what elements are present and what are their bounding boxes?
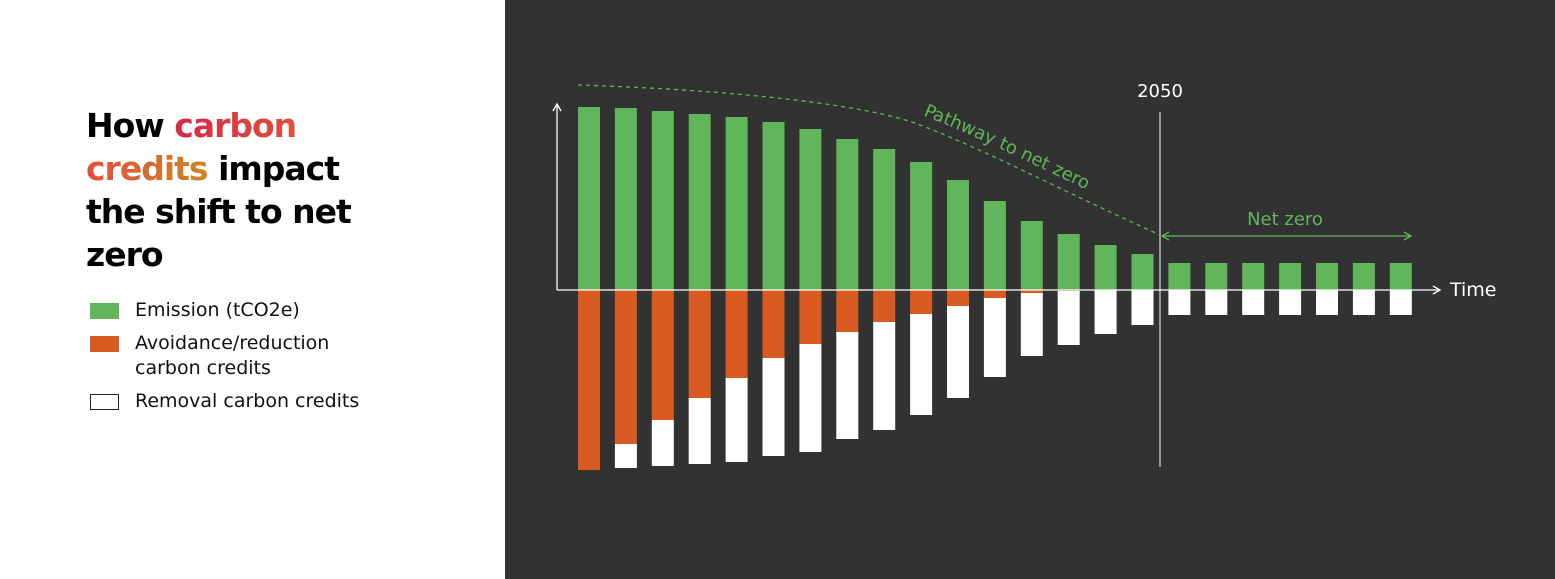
legend-swatch-emission [90, 303, 119, 319]
bar-removal [1094, 290, 1117, 334]
bar-emission [1094, 245, 1117, 290]
title-highlight: carbon credits [86, 106, 297, 188]
bar-avoidance [725, 290, 748, 378]
legend-item-avoidance: Avoidance/reduction carbon credits [90, 331, 375, 381]
bar-emission [799, 129, 822, 290]
legend-label-removal: Removal carbon credits [135, 390, 360, 412]
bar-avoidance [651, 290, 674, 420]
bar-emission [1057, 234, 1080, 290]
page-title: How carbon credits impact the shift to n… [86, 104, 386, 276]
bar-removal [614, 444, 637, 468]
legend-label-emission: Emission (tCO2e) [135, 299, 300, 321]
legend-swatch-avoidance [90, 336, 119, 352]
bar-removal [1131, 290, 1154, 325]
bar-removal [799, 344, 822, 452]
bar-emission [873, 149, 896, 290]
bar-removal [1020, 293, 1043, 356]
bar-emission [1389, 263, 1412, 290]
bar-removal [1242, 290, 1265, 315]
bars [578, 107, 1412, 470]
bar-avoidance [578, 290, 600, 470]
bar-removal [1389, 290, 1412, 315]
bar-emission [1020, 221, 1043, 290]
chart-panel: Time 2050 Pathway to net zero Net zero [505, 0, 1555, 579]
net-zero-label: Net zero [1247, 209, 1323, 230]
title-part-2: impact the shift to net zero [86, 149, 352, 274]
bar-removal [983, 298, 1006, 377]
bar-emission [651, 111, 674, 290]
pathway-label: Pathway to net zero [921, 100, 1093, 194]
bar-emission [725, 117, 748, 290]
bar-emission [1205, 263, 1228, 290]
bar-avoidance [983, 290, 1006, 298]
bar-emission [578, 107, 600, 290]
bar-avoidance [614, 290, 637, 444]
bar-emission [947, 180, 969, 290]
bar-emission [1316, 263, 1338, 290]
bar-emission [1279, 263, 1302, 290]
legend-item-emission: Emission (tCO2e) [90, 298, 375, 323]
legend-label-avoidance: Avoidance/reduction carbon credits [135, 332, 330, 379]
bar-removal [1168, 290, 1191, 315]
bar-avoidance [1020, 290, 1043, 293]
legend-item-removal: Removal carbon credits [90, 389, 375, 414]
bar-avoidance [873, 290, 896, 322]
bar-avoidance [947, 290, 969, 306]
bar-emission [1131, 254, 1154, 290]
bar-removal [873, 322, 896, 430]
bar-removal [725, 378, 748, 462]
bar-emission [836, 139, 859, 290]
milestone-label: 2050 [1137, 81, 1183, 102]
axes [552, 102, 1442, 295]
bar-removal [762, 358, 785, 456]
bar-removal [910, 314, 933, 415]
bar-avoidance [836, 290, 859, 332]
legend: Emission (tCO2e) Avoidance/reduction car… [90, 298, 375, 422]
bar-removal [1205, 290, 1228, 315]
bar-emission [762, 122, 785, 290]
bar-avoidance [762, 290, 785, 358]
bar-avoidance [688, 290, 711, 398]
bar-removal [1057, 291, 1080, 345]
title-part-1: How [86, 106, 175, 145]
bar-removal [836, 332, 859, 439]
chart: Time 2050 Pathway to net zero Net zero [552, 81, 1497, 470]
left-panel: How carbon credits impact the shift to n… [0, 0, 505, 579]
bar-removal [1316, 290, 1338, 315]
bar-emission [1242, 263, 1265, 290]
bar-removal [1352, 290, 1375, 315]
bar-removal [688, 398, 711, 464]
bar-emission [910, 162, 933, 290]
bar-emission [688, 114, 711, 290]
bar-removal [947, 306, 969, 398]
bar-avoidance [799, 290, 822, 344]
bar-removal [1279, 290, 1302, 315]
legend-swatch-removal [90, 394, 119, 410]
bar-emission [983, 201, 1006, 290]
bar-avoidance [910, 290, 933, 314]
bar-removal [651, 420, 674, 466]
x-axis-label: Time [1449, 279, 1497, 301]
pathway-label-text: Pathway to net zero [921, 100, 1093, 194]
bar-emission [1168, 263, 1191, 290]
bar-emission [1352, 263, 1375, 290]
bar-emission [614, 108, 637, 290]
